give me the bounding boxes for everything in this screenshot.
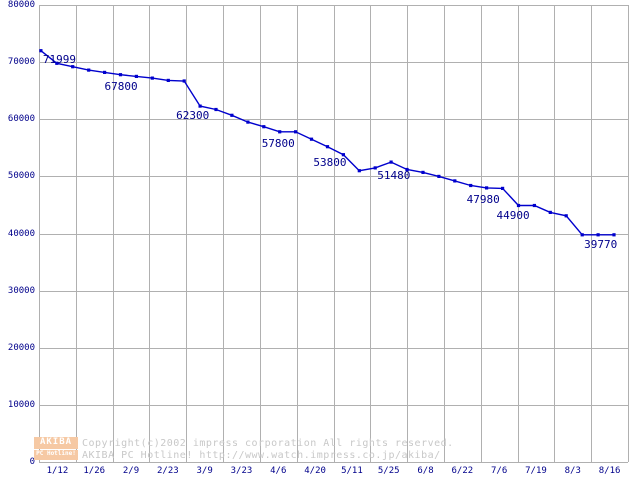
y-tick-label: 0 (29, 457, 35, 467)
data-point-marker (118, 73, 123, 77)
data-point-marker (246, 120, 250, 124)
data-point-marker (150, 76, 154, 80)
data-point-marker (357, 169, 361, 173)
y-tick-label: 70000 (7, 57, 35, 68)
x-tick-label: 1/12 (46, 466, 69, 476)
x-tick-label: 6/22 (451, 466, 474, 476)
data-point-marker (516, 203, 521, 208)
data-point-marker (71, 65, 75, 69)
data-point-marker (230, 113, 234, 117)
data-point-value-label: 39770 (584, 237, 618, 251)
data-point-marker (485, 186, 489, 190)
data-point-marker (596, 233, 600, 237)
data-point-marker (103, 70, 107, 74)
y-tick-label: 80000 (7, 0, 35, 10)
data-point-marker (389, 160, 393, 164)
data-point-marker (548, 210, 552, 214)
y-tick-label: 10000 (7, 399, 35, 410)
x-tick-label: 3/23 (230, 466, 253, 476)
data-point-value-label: 62300 (176, 109, 210, 123)
data-point-marker (262, 125, 266, 129)
y-tick-label: 30000 (7, 285, 35, 296)
data-point-marker (341, 153, 345, 157)
data-point-value-label: 67800 (104, 79, 138, 93)
data-point-marker (309, 137, 314, 141)
x-tick-label: 8/3 (564, 466, 581, 476)
data-point-value-label: 71999 (42, 52, 77, 66)
x-tick-label: 3/9 (196, 466, 213, 476)
x-tick-label: 1/26 (83, 466, 106, 476)
data-point-marker (87, 68, 91, 72)
x-tick-label: 8/16 (598, 466, 621, 476)
data-point-marker (564, 214, 568, 218)
data-point-value-label: 47980 (466, 192, 500, 206)
data-point-value-label: 51480 (377, 168, 411, 182)
y-tick-label: 20000 (7, 342, 35, 353)
y-tick-label: 60000 (7, 114, 35, 125)
data-point-marker (421, 170, 425, 174)
x-tick-label: 4/6 (270, 466, 287, 476)
data-point-marker (612, 233, 616, 237)
copyright-watermark-line2: AKIBA PC Hotline! http://www.watch.impre… (82, 450, 441, 461)
data-point-marker (532, 203, 536, 208)
y-tick-label: 40000 (7, 228, 35, 239)
data-point-marker (405, 167, 409, 172)
data-point-value-label: 44900 (496, 208, 530, 222)
y-tick-label: 50000 (7, 171, 35, 182)
data-line (40, 50, 614, 236)
data-point-marker (580, 233, 584, 237)
data-point-marker (501, 186, 505, 190)
akiba-logo-watermark: AKIBA (34, 437, 78, 449)
data-point-marker (166, 78, 170, 82)
data-point-marker (134, 74, 138, 78)
pc-hotline-logo-watermark: PC Hotline! (34, 450, 78, 460)
copyright-watermark-line1: Copyright(c)2002 impress corporation All… (82, 438, 454, 449)
data-point-marker (182, 79, 186, 83)
x-tick-label: 5/25 (377, 466, 400, 476)
x-tick-label: 5/11 (341, 466, 363, 476)
x-tick-label: 2/23 (157, 466, 179, 476)
data-point-marker (469, 183, 473, 188)
data-point-marker (214, 107, 218, 112)
x-tick-label: 4/20 (304, 466, 326, 476)
x-tick-label: 6/8 (417, 466, 434, 476)
data-point-marker (453, 179, 457, 183)
data-point-marker (39, 49, 43, 53)
data-point-marker (373, 166, 377, 170)
data-point-marker (294, 130, 298, 134)
data-point-marker (278, 130, 282, 134)
x-tick-label: 7/6 (491, 466, 508, 476)
data-point-marker (437, 174, 441, 178)
data-point-value-label: 53800 (313, 155, 347, 169)
x-tick-label: 2/9 (122, 466, 140, 476)
data-point-marker (198, 104, 202, 108)
x-tick-label: 7/19 (525, 466, 547, 476)
data-point-marker (325, 145, 330, 149)
data-point-marker (55, 61, 59, 65)
data-point-value-label: 57800 (261, 136, 295, 150)
